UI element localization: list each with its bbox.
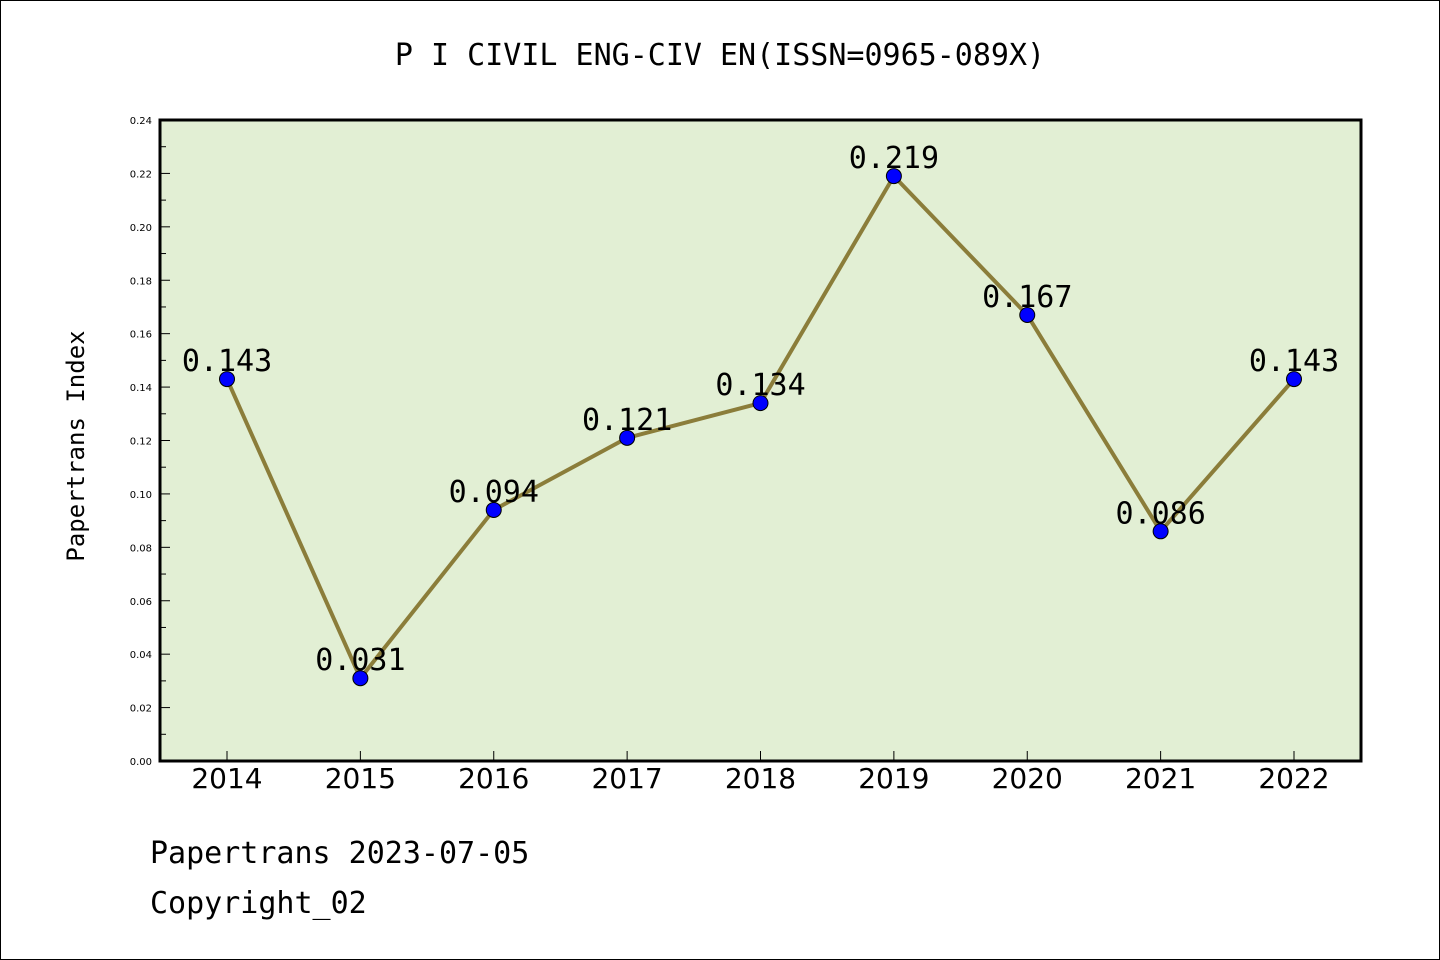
- footer-copyright: Copyright_02: [150, 886, 367, 921]
- data-point: [352, 670, 369, 687]
- data-label: 0.121: [582, 403, 672, 438]
- y-tick-label: 0.18: [130, 276, 152, 287]
- y-tick-label: 0.06: [130, 597, 152, 608]
- data-point: [619, 429, 636, 446]
- y-tick-label: 0.20: [130, 223, 152, 234]
- data-label: 0.134: [715, 368, 805, 403]
- plot-area: [158, 118, 1363, 763]
- y-tick-label: 0.00: [130, 757, 152, 768]
- chart-title: P I CIVIL ENG-CIV EN(ISSN=0965-089X): [394, 38, 1046, 73]
- data-point: [485, 501, 502, 518]
- data-point: [752, 395, 769, 412]
- x-tick-label: 2018: [725, 762, 796, 795]
- y-tick-label: 0.12: [130, 437, 152, 448]
- y-tick-label: 0.16: [130, 330, 152, 341]
- y-tick-label: 0.08: [130, 543, 152, 554]
- data-label: 0.143: [182, 344, 272, 379]
- x-tick-label: 2014: [191, 762, 262, 795]
- x-tick-label: 2015: [325, 762, 396, 795]
- y-tick-label: 0.24: [130, 116, 152, 127]
- data-label: 0.031: [315, 643, 405, 678]
- y-tick-label: 0.22: [130, 169, 152, 180]
- y-tick-label: 0.04: [130, 650, 152, 661]
- x-tick-label: 2019: [858, 762, 929, 795]
- y-tick-label: 0.02: [130, 704, 152, 715]
- footer-date: Papertrans 2023-07-05: [150, 836, 530, 871]
- data-point: [1019, 306, 1036, 323]
- data-label: 0.143: [1249, 344, 1339, 379]
- data-label: 0.094: [449, 475, 539, 510]
- data-label: 0.167: [982, 280, 1072, 315]
- data-label: 0.086: [1115, 496, 1205, 531]
- y-tick-label: 0.10: [130, 490, 152, 501]
- data-point: [219, 371, 235, 388]
- data-point: [885, 168, 902, 185]
- data-label: 0.219: [849, 141, 939, 176]
- y-tick-label: 0.14: [130, 383, 152, 394]
- x-tick-label: 2021: [1125, 762, 1196, 795]
- x-tick-label: 2020: [992, 762, 1063, 795]
- x-tick-label: 2022: [1258, 762, 1329, 795]
- data-point: [1286, 371, 1302, 388]
- data-point: [1152, 523, 1169, 540]
- x-tick-label: 2016: [458, 762, 529, 795]
- x-tick-label: 2017: [591, 762, 662, 795]
